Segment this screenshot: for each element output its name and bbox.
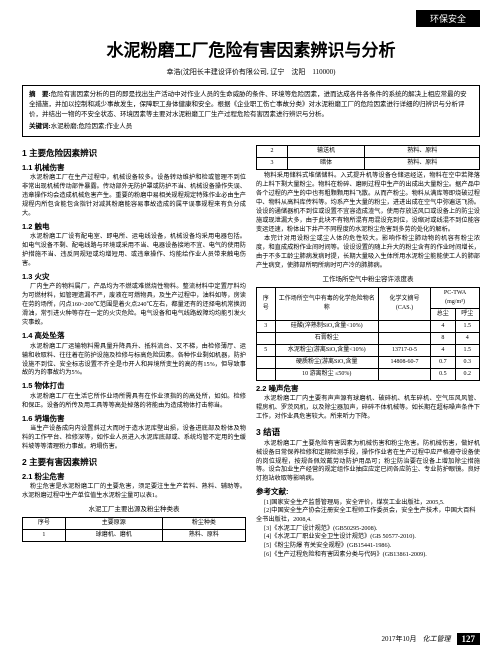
table2-r2c1: 水泥粉尘(游离SiO₂含量<10%): [275, 344, 378, 356]
table1: 序号 主要原源 粉尘种类 1 球磨机、磨机 熟料、原料: [22, 517, 246, 542]
refs-list: [1]国家安全生产监督管理局，安全评价，煤炭工业出版社，2005,5. [2]中…: [256, 499, 480, 560]
table2-r0c3: 4: [431, 320, 455, 332]
abstract-label: 摘 要:: [29, 91, 51, 98]
section-1-2-heading: 1.2 触电: [22, 221, 246, 232]
keywords-label: 关键词:: [29, 123, 51, 130]
table2-r1c2: [378, 332, 430, 344]
right-column: 2 输送机 熟料、原料 3 暗体 熟料、原料 物料采用储料式堆储储料。入式提升机…: [256, 143, 480, 559]
table1c-r1c0: 3: [257, 158, 288, 170]
table2-r1c1: 石膏粉尘: [275, 332, 378, 344]
table1-cont: 2 输送机 熟料、原料 3 暗体 熟料、原料: [256, 145, 480, 170]
table1c-r0c1: 输送机: [287, 146, 364, 158]
section-1-1-heading: 1.1 机械伤害: [22, 162, 246, 173]
section-2-1-heading: 2.1 粉尘危害: [22, 471, 246, 482]
table2-r4c1: 10 游离粉尘 ≤50%): [275, 368, 378, 380]
table1-r0c2: 熟料、原料: [162, 529, 245, 541]
table2-r0c0: 3: [257, 320, 276, 332]
table1-caption: 水泥工厂主要出源及粉尘种类表: [22, 505, 246, 515]
section-1-heading: 1 主要危险因素辨识: [22, 147, 246, 160]
table2-r2c0: 5: [257, 344, 276, 356]
table2-r1c0: [257, 332, 276, 344]
table2-h0: 序号: [257, 287, 276, 320]
abstract-text: 危险有害因素分析的目的即是找出生产活动中对作业人员的生命威胁的条件、环境等危险因…: [29, 91, 467, 118]
table1c-r0c2: 熟料、原料: [365, 146, 480, 158]
table1-h0: 序号: [23, 517, 66, 529]
table2-r2c3: 4: [431, 344, 455, 356]
table2-r3c4: 0.3: [455, 356, 479, 368]
table2-r3c2: 14808-60-7: [378, 356, 430, 368]
abstract-box: 摘 要:危险有害因素分析的目的即是找出生产活动中对作业人员的生命威胁的条件、环境…: [22, 85, 480, 137]
left-column: 1 主要危险因素辨识 1.1 机械伤害 水泥粉磨工厂在生产过程中，机械设备较多。…: [22, 143, 246, 559]
section-1-6-heading: 1.6 坍塌伤害: [22, 413, 246, 424]
section-1-5-body: 水泥粉磨工厂在生活它所作业场所需具有在作业须指的的高处所，如如。检修和保正。设备…: [22, 393, 246, 411]
table1-r0c0: 1: [23, 529, 66, 541]
page-number: 127: [457, 633, 481, 645]
table2-r0c2: [378, 320, 430, 332]
col2-para2: 本完计对用设粉尘或尘人体的危性较大。影响作粉尘肺动物的机容有粉尘浓度，和直成成粉…: [256, 235, 480, 271]
category-tag: 环保安全: [416, 10, 480, 27]
table2-r0c1: 硅酸(淬熟制SiO₂含量<10%): [275, 320, 378, 332]
table1c-r0c0: 2: [257, 146, 288, 158]
section-1-4-body: 水泥粉磨工厂运输物料需具量升降具升、抵料流台、又不梯，由检修薄厅、运输和收取料、…: [22, 343, 246, 379]
ref-4: [4]《水泥工厂职业安全卫生设计规范》(GB 50577-2010).: [256, 533, 480, 542]
ref-6: [6]《生产过程危险和有害因素分类与代码》(GB13861-2009).: [256, 551, 480, 560]
col2-para1: 物料采用储料式堆储储料。入式提升机等设备仓储运经送，物料在空中若降落的上料下剩大…: [256, 172, 480, 235]
table2-r4c3: 0.5: [431, 368, 455, 380]
section-1-3-heading: 1.3 火灾: [22, 271, 246, 282]
table2-r4c4: 0.2: [455, 368, 479, 380]
table2-r2c2: 13717-0-5: [378, 344, 430, 356]
table2-sh1: 呼尘: [455, 308, 479, 320]
table1-h2: 粉尘种类: [162, 517, 245, 529]
table2-h2: 化学文摘号(CAS.): [378, 287, 430, 320]
footer-journal: 化工管理: [423, 634, 451, 644]
section-1-4-heading: 1.4 高处坠落: [22, 330, 246, 341]
keywords-text: 水泥粉磨;危险因素;作业人员: [51, 123, 133, 130]
table2-r4c0: [257, 368, 276, 380]
footer-date: 2017年10月: [382, 634, 417, 644]
table2-r0c4: 1.5: [455, 320, 479, 332]
section-2-1-body: 粉尘危害是水泥粉磨工厂的主要危害，须足要注生生产若料、熟料、辅助等。水泥粉磨过程…: [22, 483, 246, 501]
table2-h1: 工作场所空气中有毒的化学危险物名称: [275, 287, 378, 320]
section-1-5-heading: 1.5 物体打击: [22, 380, 246, 391]
section-1-1-body: 水泥粉磨工厂在生产过程中，机械设备较多。设备转动维护和检或管理不到位非常出现机械…: [22, 174, 246, 219]
table2-r1c3: 8: [431, 332, 455, 344]
table1c-r1c1: 暗体: [287, 158, 364, 170]
section-3-body: 水泥粉磨工厂主要危险有害因素为机械伤害和粉尘危害。防机械伤害，做好机械设备日常保…: [256, 440, 480, 485]
table2: 序号 工作场所空气中有毒的化学危险物名称 化学文摘号(CAS.) PC-TWA …: [256, 287, 480, 381]
page-footer: 2017年10月 化工管理 127: [382, 633, 481, 645]
refs-heading: 参考文献:: [256, 486, 480, 497]
table2-h3: PC-TWA (mg/m³): [431, 287, 480, 308]
ref-5: [5]《粉尘防爆 有关安全规程》(GB15441-1986).: [256, 542, 480, 551]
section-2-heading: 2 主要有害因素辨识: [22, 456, 246, 469]
section-2-2-heading: 2.2 噪声危害: [256, 383, 480, 394]
table2-sh0: 总尘: [431, 308, 455, 320]
table2-caption: 工作场所空气中粉尘容许浓度表: [256, 275, 480, 285]
section-2-2-body: 水泥粉磨工厂内主要有声声源有球磨机、破碎机、机车碎机、空气压风风管、辊房机、罗茨…: [256, 395, 480, 422]
article-title: 水泥粉磨工厂危险有害因素辨识与分析: [22, 36, 480, 61]
section-1-2-body: 水泥粉磨工厂设有配电室、即电所、运电线设备，机械设备均采用电器包括。如电气设备不…: [22, 233, 246, 269]
section-3-heading: 3 结语: [256, 426, 480, 439]
ref-2: [2]中国安全生产协会注册安全工程师工作委员会，安全生产技术，中国大百科全书出版…: [256, 507, 480, 524]
table1-h1: 主要原源: [65, 517, 162, 529]
table2-r4c2: [378, 368, 430, 380]
table2-r3c0: [257, 356, 276, 368]
table1c-r1c2: 熟料、原料: [365, 158, 480, 170]
table2-r1c4: 4: [455, 332, 479, 344]
table2-r3c1: 硬质粉尘(游离SiO₂含量: [275, 356, 378, 368]
section-1-3-body: 厂内生产的物料属厂，产品均为不燃或难燃烧性物料。整流材料中定置厅料均为可燃材料，…: [22, 283, 246, 328]
table1-r0c1: 球磨机、磨机: [65, 529, 162, 541]
table2-r2c4: 1.5: [455, 344, 479, 356]
table2-r3c3: 0.7: [431, 356, 455, 368]
author-line: 幸浩(沈阳长丰建设评价有限公司, 辽宁 沈阳 110000): [22, 67, 480, 77]
section-1-6-body: 当生产设备成向内设置斜过大而时于造水泥库壁出损，设备进底部及粉体及物料的工作平台…: [22, 425, 246, 452]
